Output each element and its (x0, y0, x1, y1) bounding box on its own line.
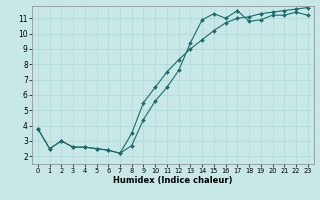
X-axis label: Humidex (Indice chaleur): Humidex (Indice chaleur) (113, 176, 233, 185)
